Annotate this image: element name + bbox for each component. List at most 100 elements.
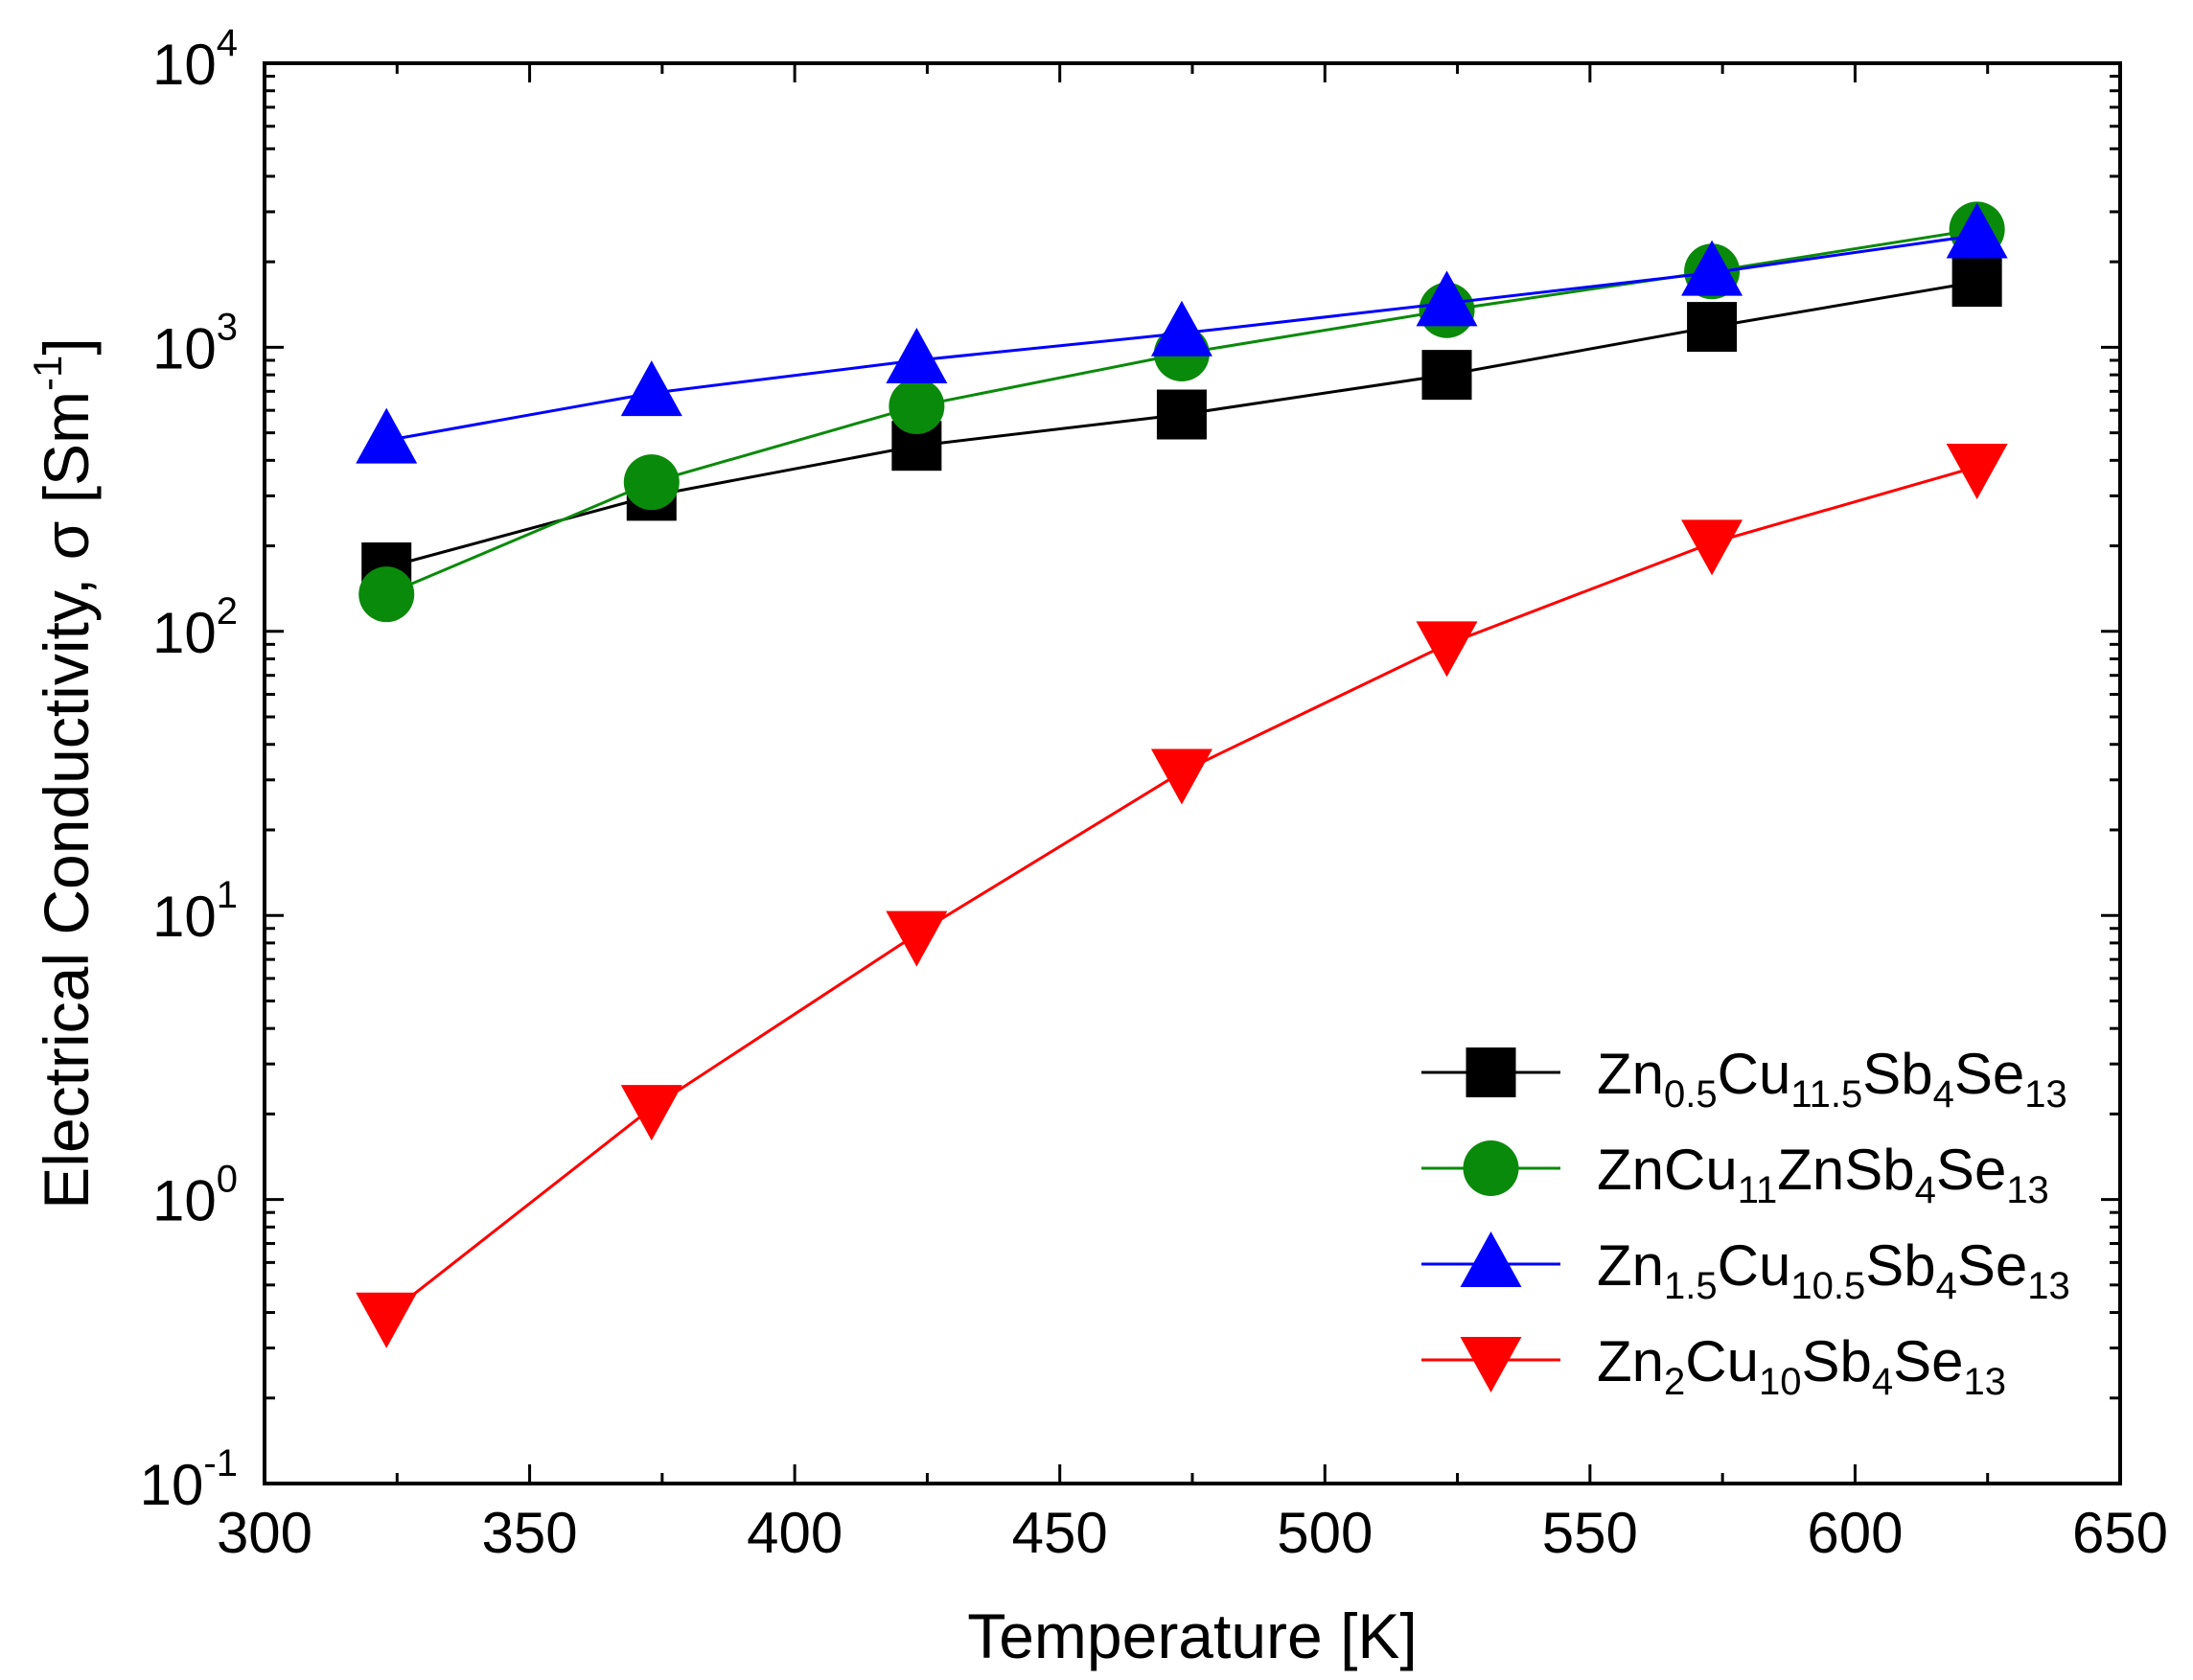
y-axis-label: Electrical Conductivity, σ [Sm-1] [25,337,102,1208]
data-point [889,378,945,434]
data-point [1150,748,1212,805]
legend-label-text: Se [1954,1042,2024,1106]
y-tick-label: 103 [152,306,238,380]
data-point [356,1292,418,1348]
legend-label-subscript: 4 [1872,1361,1893,1403]
legend-label: Zn1.5Cu10.5Sb4Se13 [1597,1233,2070,1307]
legend: Zn0.5Cu11.5Sb4Se13ZnCu11ZnSb4Se13Zn1.5Cu… [1421,1042,2070,1403]
legend-label-text: Se [1957,1233,2027,1298]
series-layer [356,201,2008,1348]
y-tick-label: 101 [152,874,238,949]
legend-label-subscript: 13 [2006,1169,2049,1211]
legend-label-text: Sb [1865,1233,1935,1298]
y-tick-label-exponent: 4 [217,22,238,64]
data-point [358,566,415,623]
legend-item-3: Zn1.5Cu10.5Sb4Se13 [1421,1231,2070,1307]
data-point [1416,621,1478,678]
legend-label-text: Zn [1597,1233,1664,1298]
legend-label: Zn2Cu10Sb4Se13 [1597,1329,2006,1403]
legend-label-subscript: 11 [1738,1169,1778,1211]
data-point [1946,443,2008,499]
data-point [620,1085,682,1141]
legend-label-subscript: 4 [1936,1265,1957,1307]
legend-label-text: Sb [1801,1329,1871,1393]
legend-label-subscript: 0.5 [1664,1073,1718,1116]
y-tick-label-base: 10 [152,1169,217,1233]
data-point [620,360,682,417]
x-tick-label: 450 [1012,1501,1108,1565]
y-tick-label-base: 10 [152,316,217,380]
legend-label-subscript: 13 [2024,1073,2067,1116]
data-point [1946,202,2008,259]
y-tick-label-base: 10 [152,601,217,665]
data-point [886,910,948,967]
legend-label-text: Cu [1718,1233,1791,1298]
legend-label: ZnCu11ZnSb4Se13 [1597,1138,2049,1211]
y-tick-label-base: 10 [152,885,217,949]
legend-marker [1463,1140,1519,1196]
legend-label-subscript: 10.5 [1790,1265,1865,1307]
legend-label-text: Cu [1685,1329,1759,1393]
data-point [1681,519,1743,576]
y-axis-label-exponent: -1 [25,356,70,391]
y-tick-label-exponent: 3 [217,306,238,348]
y-tick-label-exponent: 2 [217,590,238,633]
data-point [1681,240,1743,296]
axes: 300 350 400 450 500 550 600 65010-1100101102103… [140,22,2168,1565]
legend-label: Zn0.5Cu11.5Sb4Se13 [1597,1042,2067,1116]
legend-label-subscript: 13 [2027,1265,2070,1307]
legend-label-text: Se [1936,1138,2006,1202]
x-tick-label: 550 [1542,1501,1638,1565]
legend-label-subscript: 11.5 [1790,1073,1862,1116]
legend-label-subscript: 13 [1964,1361,2007,1403]
data-point [1951,257,2002,308]
x-axis-label: Temperature [K] [967,1600,1418,1671]
data-point [886,327,948,383]
legend-label-subscript: 4 [1915,1169,1936,1211]
y-tick-label-exponent: 0 [217,1159,238,1201]
x-tick-label: 350 [482,1501,578,1565]
data-point [1150,300,1212,357]
data-point [1156,389,1207,440]
legend-label-subscript: 2 [1664,1361,1685,1403]
legend-label-text: Se [1893,1329,1963,1393]
series-3 [356,202,2008,464]
x-tick-label: 400 [747,1501,843,1565]
legend-label-subscript: 10 [1759,1361,1802,1403]
y-tick-label-base: 10 [140,1453,204,1517]
data-point [1416,270,1478,327]
data-point [1421,350,1472,401]
legend-marker [1460,1337,1522,1392]
y-tick-label-exponent: 1 [217,874,238,916]
data-point [1687,302,1738,353]
legend-label-subscript: 1.5 [1664,1265,1718,1307]
legend-item-1: Zn0.5Cu11.5Sb4Se13 [1421,1042,2067,1116]
y-axis-label-main: Electrical Conductivity, σ [Sm [31,391,102,1209]
legend-label-subscript: 4 [1933,1073,1954,1116]
y-tick-label-base: 10 [152,33,217,97]
y-tick-label-exponent: -1 [203,1442,238,1484]
y-tick-label: 100 [152,1159,238,1233]
legend-marker [1466,1047,1516,1097]
data-point [623,454,680,511]
x-tick-label: 500 [1277,1501,1373,1565]
y-tick-label: 102 [152,590,238,665]
legend-label-text: Cu [1718,1042,1791,1106]
y-tick-label: 10-1 [140,1442,238,1517]
x-tick-label: 600 [1807,1501,1903,1565]
x-tick-label: 650 [2072,1501,2168,1565]
series-4 [356,443,2008,1348]
legend-item-4: Zn2Cu10Sb4Se13 [1421,1329,2006,1403]
legend-label-text: Zn [1597,1329,1664,1393]
legend-label-text: ZnSb [1777,1138,1914,1202]
legend-label-text: Sb [1862,1042,1932,1106]
y-tick-label: 104 [152,22,238,97]
legend-label-text: Zn [1597,1042,1664,1106]
y-axis-label-close: ] [31,337,102,355]
legend-label-text: ZnCu [1597,1138,1738,1202]
data-point [356,407,418,464]
x-tick-label: 300 [217,1501,312,1565]
legend-item-2: ZnCu11ZnSb4Se13 [1421,1138,2049,1211]
legend-marker [1460,1231,1522,1287]
